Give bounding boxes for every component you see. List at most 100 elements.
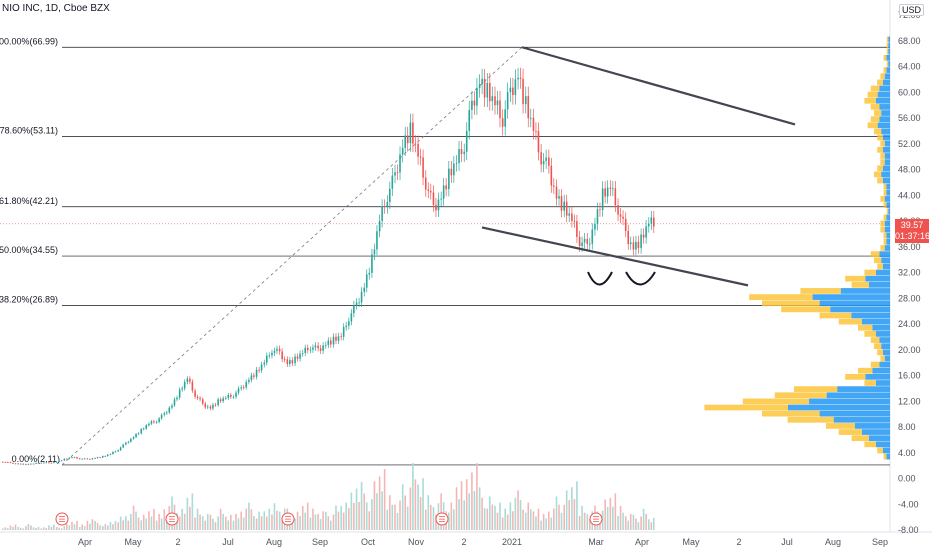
volume-profile-buy [875, 97, 890, 104]
volume-profile-buy [886, 54, 890, 61]
volume-bar [145, 518, 148, 530]
volume-bar [114, 520, 117, 530]
volume-profile-buy [882, 165, 890, 172]
candle-body [71, 457, 73, 459]
double-bottom-arc-right [625, 271, 656, 286]
volume-bar [214, 522, 217, 530]
volume-bar [53, 524, 55, 530]
currency-button[interactable]: USD [898, 4, 924, 16]
candle-body [94, 458, 96, 459]
candle-body [132, 437, 135, 439]
candle-body [209, 406, 212, 409]
candle-body [55, 461, 58, 463]
candle-body [109, 454, 112, 455]
candle-body [314, 345, 317, 348]
candle-body [535, 130, 537, 132]
candle-body [291, 360, 294, 364]
volume-profile-buy [840, 288, 890, 294]
volume-profile-buy [837, 386, 890, 392]
candle-body [155, 421, 158, 423]
volume-bar [199, 514, 201, 530]
candle-body [653, 217, 655, 227]
volume-profile-buy [886, 239, 890, 245]
candle-body [73, 457, 76, 458]
candle-body [68, 457, 71, 459]
volume-bar [101, 526, 104, 530]
candle-body [4, 462, 7, 463]
candle-body [422, 157, 424, 178]
candle-body [276, 348, 278, 351]
volume-bar [245, 508, 248, 530]
volume-bar [83, 526, 86, 530]
earnings-marker-icon [589, 512, 603, 526]
volume-bar [255, 518, 258, 530]
y-tick-label: 12.00 [898, 396, 921, 406]
volume-bar [71, 521, 73, 530]
volume-profile-buy [881, 110, 890, 116]
volume-bar [548, 511, 550, 530]
candle-body [496, 100, 499, 106]
volume-profile-buy [868, 435, 890, 442]
volume-profile-buy [875, 441, 890, 448]
candle-body [278, 348, 281, 352]
volume-bar [68, 525, 71, 530]
fib-level-label: 61.80%(42.21) [0, 196, 58, 206]
candle-body [617, 205, 619, 215]
candle-body [453, 163, 455, 176]
volume-bar [491, 504, 494, 530]
volume-bar [412, 462, 414, 530]
volume-bar [125, 516, 127, 530]
volume-profile-sell [867, 122, 878, 129]
candle-body [306, 347, 309, 351]
volume-bar [340, 505, 342, 530]
volume-bar [519, 500, 522, 530]
volume-bar [63, 526, 66, 530]
volume-bar [463, 500, 466, 530]
volume-bar [578, 515, 581, 530]
volume-bar [550, 517, 553, 530]
volume-bar [196, 508, 199, 530]
volume-bar [148, 511, 150, 530]
volume-bar [242, 517, 245, 530]
volume-bar [465, 479, 468, 530]
volume-bar [78, 526, 81, 530]
volume-profile-sell [880, 140, 885, 147]
candle-body [219, 399, 222, 402]
candle-body [148, 423, 150, 426]
volume-profile-buy [886, 67, 890, 73]
volume-bar [2, 528, 4, 530]
candle-body [632, 242, 635, 250]
candle-body [17, 463, 19, 465]
candle-body [429, 190, 432, 193]
candle-body [232, 396, 235, 398]
volume-bar [109, 521, 112, 530]
volume-profile-buy [875, 380, 890, 386]
candle-body [258, 369, 260, 371]
candle-body [196, 396, 199, 399]
volume-bar [191, 493, 194, 530]
symbol-header: NIO INC, 1D, Cboe BZX [2, 3, 110, 14]
candle-body [550, 165, 553, 186]
candle-body [325, 344, 327, 346]
x-tick-label: 2 [736, 537, 741, 547]
x-tick-label: Sep [872, 537, 888, 547]
candle-body [609, 187, 612, 189]
volume-bar [99, 525, 101, 530]
earnings-marker-glyph: ☰ [168, 515, 175, 524]
volume-bar [588, 519, 591, 530]
candle-body [427, 189, 430, 191]
volume-bar [60, 528, 63, 530]
earnings-marker-glyph: ☰ [58, 515, 65, 524]
candle-body [473, 100, 476, 106]
volume-bar [135, 511, 137, 530]
candle-body [2, 461, 4, 463]
volume-bar [158, 513, 160, 530]
candle-body [89, 458, 91, 460]
candle-body [255, 369, 258, 377]
volume-bar [194, 517, 196, 530]
candle-body [468, 109, 471, 131]
candle-body [289, 360, 291, 365]
candle-body [330, 340, 332, 345]
candle-body [481, 78, 483, 85]
